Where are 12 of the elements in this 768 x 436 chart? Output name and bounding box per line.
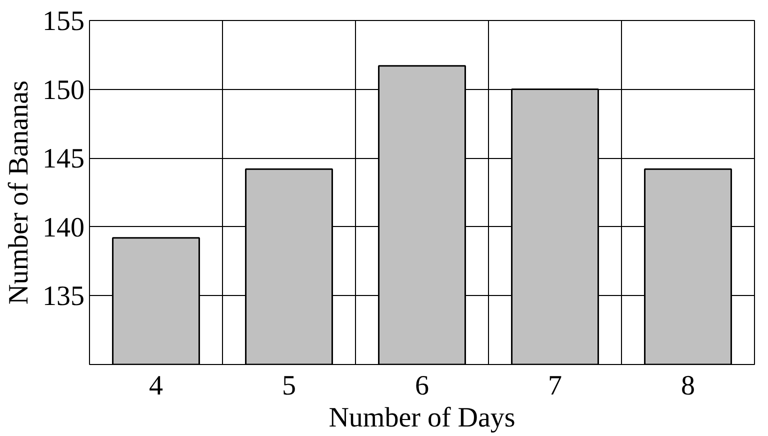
y-tick-label: 150 (42, 74, 84, 106)
x-tick-label: 5 (282, 370, 296, 402)
y-tick-label: 135 (42, 281, 84, 312)
x-tick-label: 7 (548, 370, 562, 402)
x-tick-label: 4 (149, 370, 163, 402)
y-tick-label: 140 (42, 212, 84, 244)
y-tick-label: 145 (42, 144, 84, 175)
y-tick-label: 155 (42, 6, 84, 37)
x-axis-title: Number of Days (328, 402, 516, 434)
x-tick-label: 6 (415, 370, 429, 402)
y-axis-title: Number of Bananas (4, 80, 34, 304)
x-tick-label: 8 (681, 370, 695, 402)
